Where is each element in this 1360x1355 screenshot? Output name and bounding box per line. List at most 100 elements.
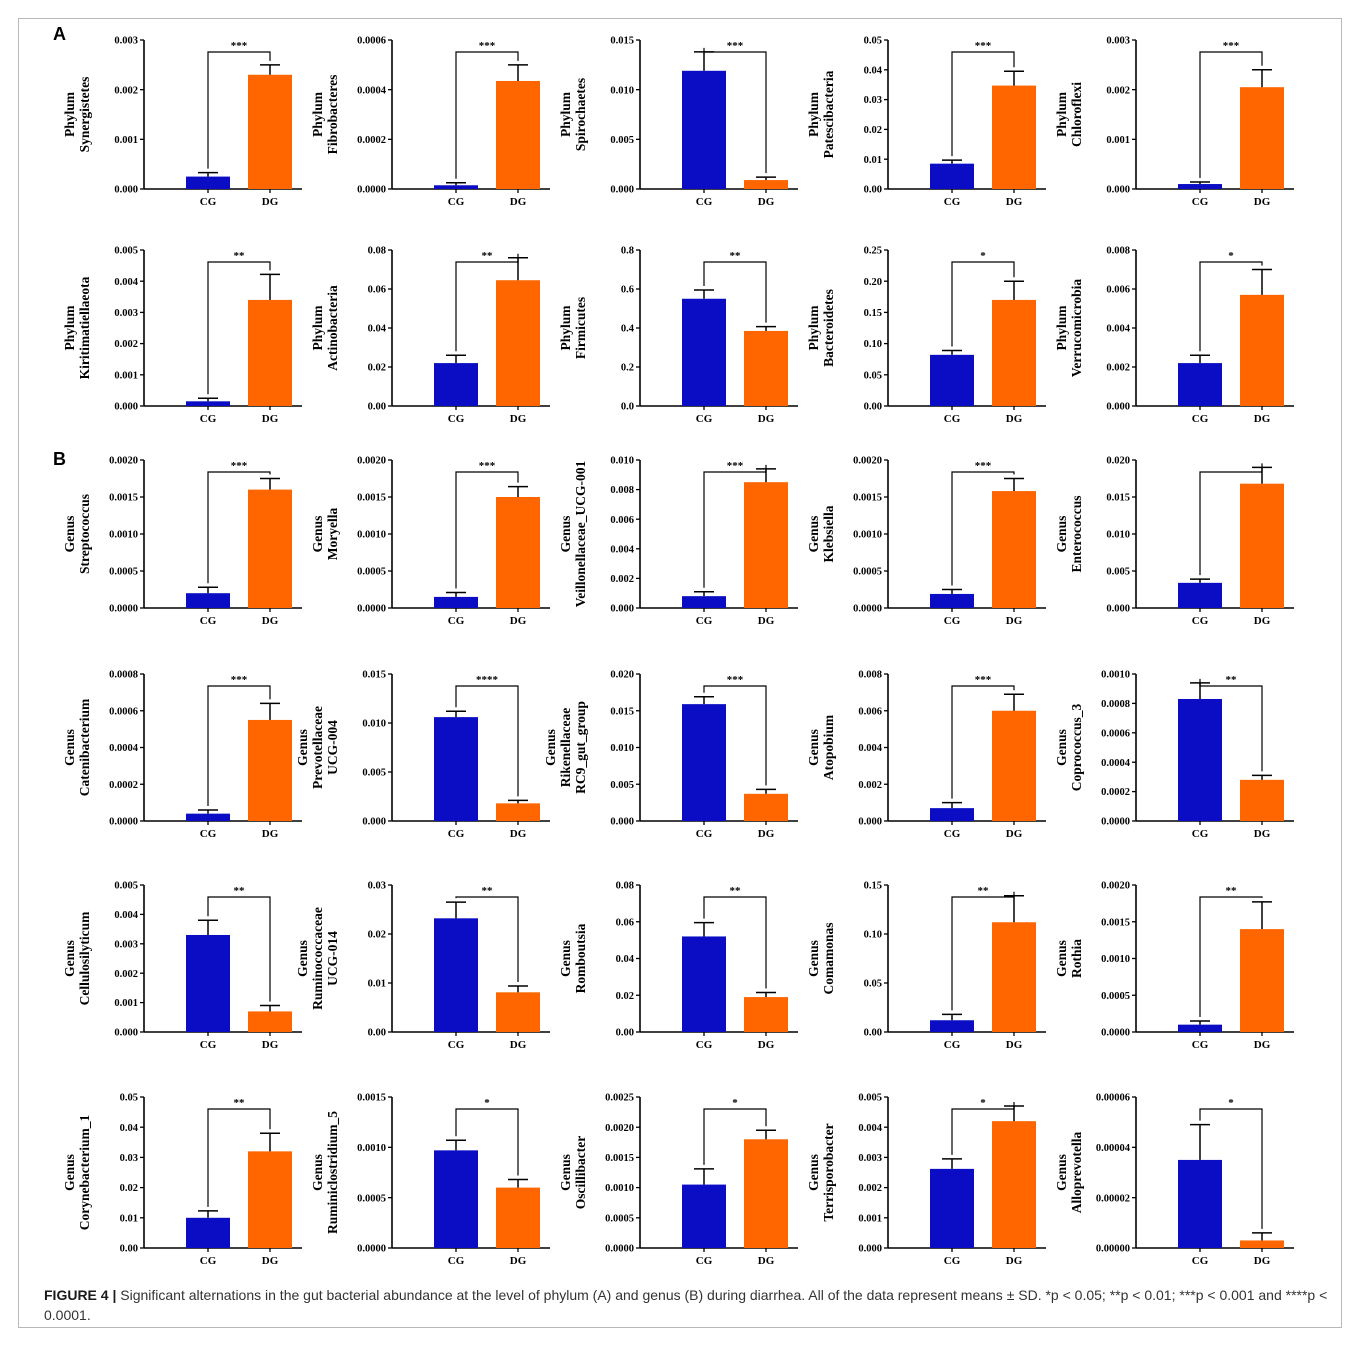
y-tick-label: 0.002 <box>114 85 138 96</box>
significance-label: *** <box>1223 40 1240 52</box>
y-tick-label: 0.010 <box>610 743 634 754</box>
y-tick-label: 0.006 <box>610 515 634 526</box>
y-tick-label: 0.000 <box>114 402 138 413</box>
significance-label: *** <box>231 460 248 472</box>
y-tick-label: 0.002 <box>1106 363 1130 374</box>
y-axis-label-line: UCG-014 <box>325 931 340 986</box>
y-tick-label: 0.0000 <box>1101 817 1130 828</box>
y-tick-label: 0.20 <box>864 277 882 288</box>
y-tick-label: 0.05 <box>120 1093 138 1104</box>
significance-bracket <box>207 51 271 169</box>
significance-bracket <box>1199 463 1263 576</box>
y-tick-label: 0.001 <box>114 998 138 1009</box>
y-tick-label: 0.000 <box>1106 402 1130 413</box>
category-label-dg: DG <box>758 196 775 208</box>
y-tick-label: 0.2 <box>621 363 634 374</box>
chart-19: 0.000 0.002 0.004 0.006 0.008 CG DG *** GenusAto… <box>806 670 1046 840</box>
y-axis-label-line: Genus <box>62 729 77 766</box>
bar-cg <box>682 936 726 1032</box>
category-label-cg: CG <box>448 615 465 627</box>
y-tick-label: 0.004 <box>114 910 138 921</box>
significance-label: ** <box>482 885 494 897</box>
significance-label: ** <box>1226 674 1238 686</box>
category-label-cg: CG <box>1192 828 1209 840</box>
y-axis-label-line: Veillonellaceae_UCG-001 <box>573 461 588 608</box>
y-tick-label: 0.05 <box>864 370 882 381</box>
y-tick-label: 0.0008 <box>1101 699 1130 710</box>
y-tick-label: 0.0005 <box>109 567 138 578</box>
bar-cg <box>682 596 726 608</box>
y-tick-label: 0.001 <box>1106 135 1130 146</box>
significance-bracket <box>207 1108 271 1207</box>
category-label-dg: DG <box>1006 828 1023 840</box>
category-label-cg: CG <box>200 1039 217 1051</box>
y-axis-label-line: Genus <box>62 516 77 553</box>
y-tick-label: 0.0020 <box>1101 881 1130 892</box>
y-tick-label: 0.00 <box>864 1028 882 1039</box>
y-tick-label: 0.8 <box>621 246 634 257</box>
bar-dg <box>992 299 1036 406</box>
y-axis-label: GenusOscillibacter <box>558 1136 588 1209</box>
y-tick-label: 0.000 <box>610 604 634 615</box>
y-tick-label: 0.02 <box>368 363 386 374</box>
bar-dg <box>744 180 788 189</box>
y-tick-label: 0.02 <box>864 125 882 136</box>
bar-cg <box>682 704 726 821</box>
y-tick-label: 0.06 <box>368 285 386 296</box>
y-tick-label: 0.04 <box>368 324 387 335</box>
category-label-cg: CG <box>1192 1039 1209 1051</box>
y-tick-label: 0.0002 <box>357 135 386 146</box>
y-axis-label-line: Genus <box>1054 1154 1069 1191</box>
y-tick-label: 0.005 <box>858 1093 882 1104</box>
y-axis-label-line: Phylum <box>806 91 821 137</box>
chart-18: 0.000 0.005 0.010 0.015 0.020 CG DG *** GenusRik… <box>543 670 798 840</box>
chart-6: 0.000 0.001 0.002 0.003 0.004 0.005 CG DG ** Phyl… <box>62 246 302 425</box>
category-label-dg: DG <box>262 1039 279 1051</box>
y-tick-label: 0.0000 <box>357 604 386 615</box>
y-axis-label-line: Phylum <box>310 91 325 137</box>
y-tick-label: 0.010 <box>610 456 634 467</box>
y-tick-label: 0.0000 <box>357 185 386 196</box>
bar-cg <box>930 1168 974 1248</box>
y-axis-label: GenusCoprococcus_3 <box>1054 704 1084 792</box>
bar-cg <box>434 596 478 608</box>
significance-label: ** <box>978 885 990 897</box>
category-label-dg: DG <box>758 615 775 627</box>
y-axis-label: GenusRuminiclostridium_5 <box>310 1111 340 1234</box>
bar-cg <box>186 401 230 406</box>
bar-cg <box>682 70 726 189</box>
significance-bracket <box>455 896 519 982</box>
y-tick-label: 0.0000 <box>109 817 138 828</box>
significance-label: ** <box>730 885 742 897</box>
y-axis-label: GenusCatenibacterium <box>62 698 92 796</box>
y-tick-label: 0.000 <box>1106 185 1130 196</box>
y-tick-label: 0.05 <box>864 979 882 990</box>
significance-label: ** <box>730 250 742 262</box>
y-axis-label: GenusCorynebacterium_1 <box>62 1115 92 1231</box>
chart-9: 0.00 0.05 0.10 0.15 0.20 0.25 CG DG * PhylumBacte… <box>806 246 1046 425</box>
y-axis-label: PhylumFirmicutes <box>558 297 588 359</box>
category-label-cg: CG <box>944 828 961 840</box>
y-axis-label-line: Fibrobacteres <box>325 75 340 155</box>
bar-dg <box>1240 779 1284 821</box>
bar-dg <box>744 330 788 406</box>
y-tick-label: 0.0020 <box>109 456 138 467</box>
bar-cg <box>186 813 230 821</box>
category-label-dg: DG <box>510 196 527 208</box>
bar-dg <box>744 793 788 821</box>
y-tick-label: 0.000 <box>114 1028 138 1039</box>
bar-dg <box>1240 483 1284 608</box>
y-tick-label: 0.010 <box>362 719 386 730</box>
y-tick-label: 0.06 <box>616 917 634 928</box>
y-axis-label-line: UCG-004 <box>325 720 340 775</box>
bar-dg <box>744 1139 788 1248</box>
bar-cg <box>1178 582 1222 608</box>
category-label-cg: CG <box>696 828 713 840</box>
y-axis-label-line: Genus <box>295 729 310 766</box>
y-tick-label: 0.004 <box>858 743 882 754</box>
category-label-dg: DG <box>758 828 775 840</box>
y-tick-label: 0.08 <box>616 881 634 892</box>
y-axis-label-line: Genus <box>62 940 77 977</box>
significance-label: *** <box>231 674 248 686</box>
